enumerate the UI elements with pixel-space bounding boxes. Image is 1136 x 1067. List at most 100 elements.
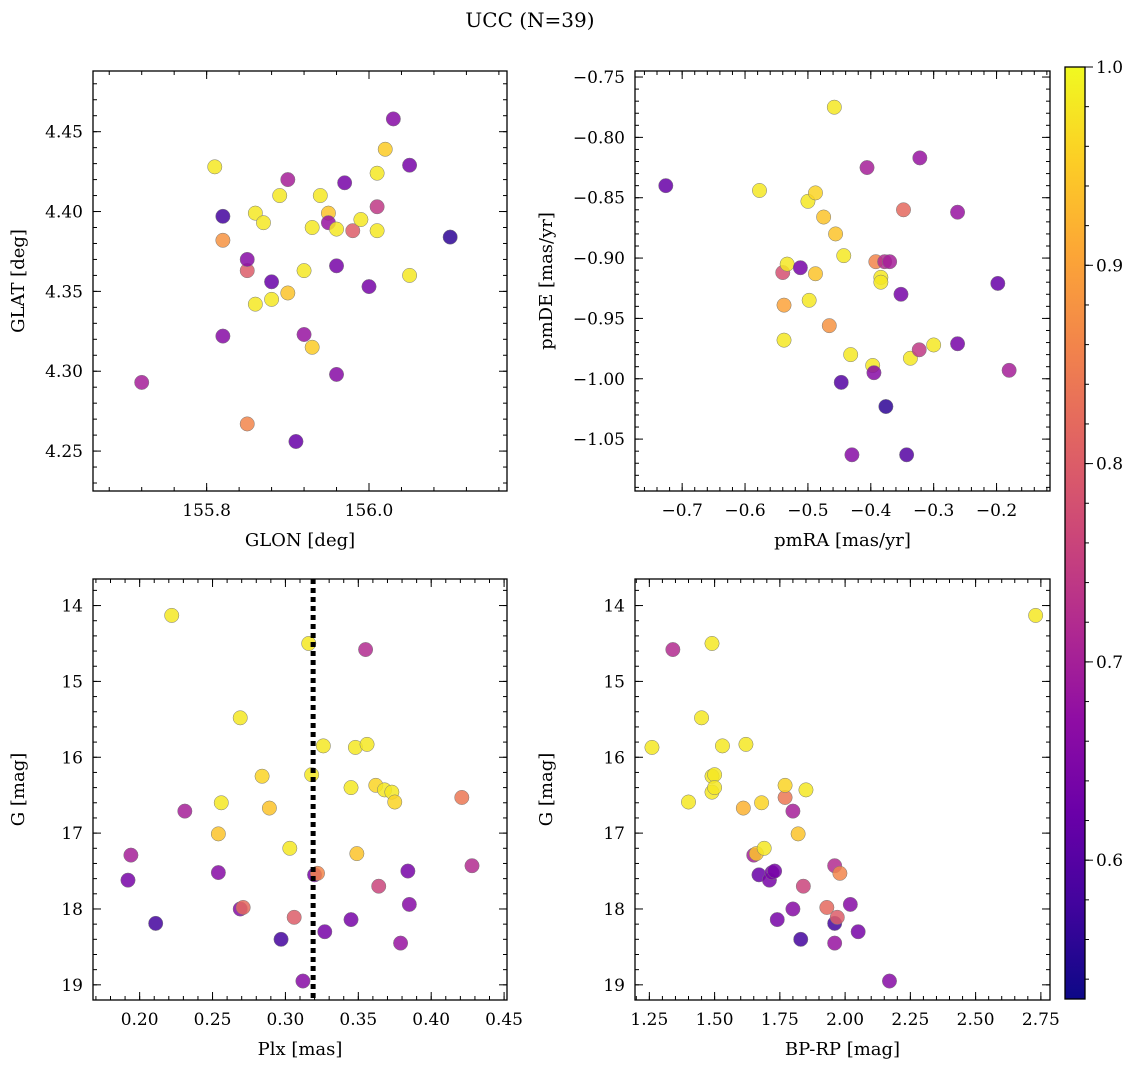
data-point [843,347,859,363]
panel-plx-g: 0.20 0.25 0.30 0.35 0.40 0.45 14 15 16 17 18 19 Plx … [8,578,523,1060]
y-tick-label: 18 [61,900,83,920]
data-point [950,204,966,220]
data-point [254,768,270,784]
x-axis-label: pmRA [mas/yr] [774,530,911,551]
x-tick-label: 155.8 [182,501,231,521]
data-point [777,777,793,793]
y-tick-label: 14 [603,597,625,617]
y-tick-label: 19 [61,976,83,996]
data-point [878,399,894,414]
data-point [442,229,458,245]
data-point [911,342,927,358]
data-point [801,292,817,308]
data-point [239,416,255,432]
x-tick-label: −0.4 [850,501,891,521]
data-point [343,780,359,796]
y-tick-label: 4.35 [45,282,83,302]
y-tick-label: 19 [603,976,625,996]
y-tick-label: 16 [61,748,83,768]
data-point [644,739,660,755]
data-point [402,267,418,283]
data-point [264,274,280,290]
y-tick-label: 17 [61,824,83,844]
x-axis-label: Plx [mas] [258,1039,343,1060]
data-point [454,790,470,805]
x-tick-label: −0.2 [976,501,1017,521]
x-tick-label: 2.00 [826,1010,864,1030]
y-tick-label: 14 [61,597,83,617]
x-tick-label: 2.50 [957,1010,995,1030]
data-point [295,973,311,989]
data-point [349,846,365,862]
scatter-panels: 155.8 156.0 4.25 4.30 4.35 4.40 4.45 GLON [deg]… [8,68,1060,1060]
x-tick-label: 1.25 [630,1010,668,1030]
y-axis-label: GLAT [deg] [8,229,29,333]
data-point [842,896,858,912]
x-tick-label: 0.45 [485,1010,523,1030]
data-point [882,254,898,270]
data-point [215,208,231,224]
data-point [785,901,801,917]
data-point [798,782,814,798]
data-point [735,800,751,816]
data-point [859,160,875,176]
data-point [882,973,897,989]
ticks-pmra-pmde [635,71,1050,491]
axes-frame [634,578,1051,1001]
panel-pmra-pmde: −0.7 −0.6 −0.5 −0.4 −0.3 −0.2 −1.05 −1.00 −0.95 −… [536,68,1051,551]
data-point [317,924,333,940]
data-point [707,780,723,796]
data-point [239,251,255,267]
y-tick-label: −0.75 [573,68,625,88]
y-tick-label: 15 [603,672,625,692]
y-axis-label: G [mag] [8,753,29,826]
y-tick-label: −0.95 [573,309,625,329]
y-tick-label: −0.90 [573,249,625,269]
data-point [343,912,359,928]
x-tick-label: 2.75 [1022,1010,1060,1030]
data-point [832,865,848,881]
x-tick-label: 2.25 [891,1010,929,1030]
data-point [177,803,193,819]
data-point [387,794,403,810]
markers-pmra-pmde [658,99,1017,463]
y-tick-label: −1.05 [573,430,625,450]
data-point [369,199,385,215]
data-point [304,339,320,355]
y-tick-label: 4.25 [45,442,83,462]
data-point [756,840,772,856]
markers-glon-glat [134,111,458,449]
data-point [833,374,849,390]
data-point [827,935,843,951]
x-tick-label: 0.30 [266,1010,304,1030]
data-point [714,738,730,754]
data-point [337,175,353,191]
data-point [345,223,361,239]
data-point [247,205,263,221]
data-point [371,878,387,894]
data-point [819,900,835,915]
y-tick-label: 17 [603,824,625,844]
data-point [754,795,770,811]
data-point [896,202,911,218]
data-point [301,636,317,651]
y-tick-label: 4.40 [45,203,83,223]
x-tick-label: 156.0 [345,501,394,521]
data-point [385,111,401,127]
data-point [123,847,139,863]
data-point [821,318,837,334]
data-point [359,736,375,752]
data-point [148,915,164,931]
data-point [315,738,331,754]
y-tick-label: 4.30 [45,362,83,382]
data-point [261,800,277,816]
data-point [681,794,696,810]
data-point [280,285,296,301]
colorbar-tick-label: 1.0 [1096,58,1123,78]
axes-frame [634,70,1051,492]
axes-frame [92,578,508,1001]
data-point [829,909,845,925]
data-point [1001,362,1017,378]
data-point [850,924,866,940]
data-point [752,183,767,198]
